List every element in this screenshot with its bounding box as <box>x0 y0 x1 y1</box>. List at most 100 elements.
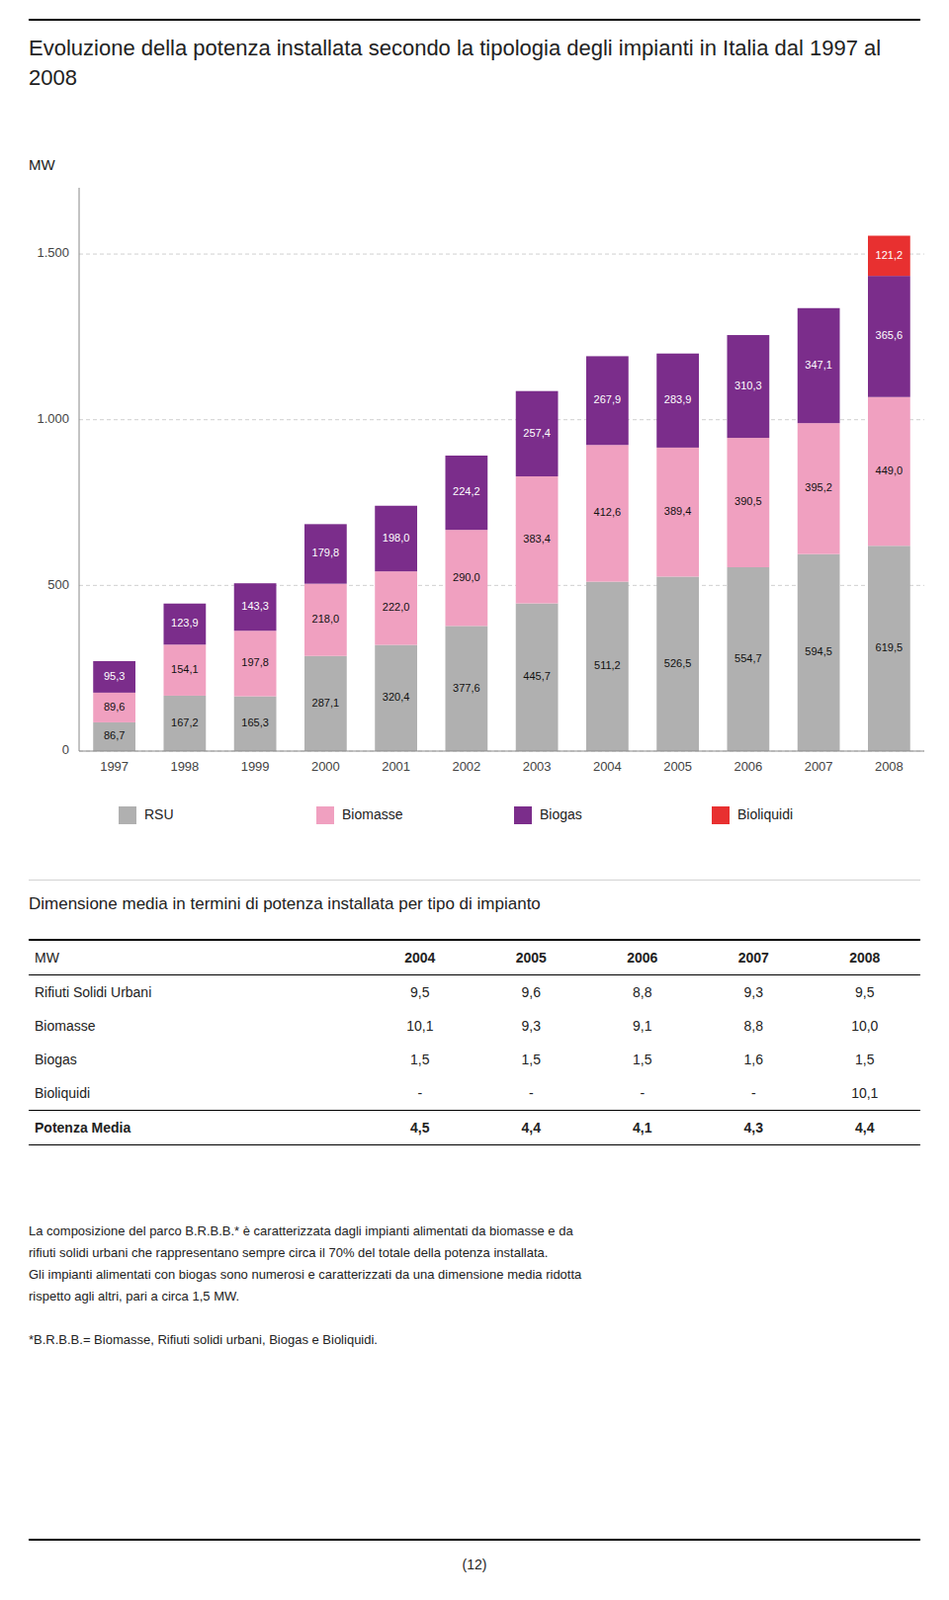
bar-segment <box>586 582 629 752</box>
table-cell: - <box>364 1076 476 1112</box>
bar-segment <box>164 603 207 604</box>
table-cell: Biogas <box>28 1042 365 1077</box>
x-tick-label: 2001 <box>381 759 411 775</box>
footnote-line: Gli impianti alimentati con biogas sono … <box>28 1264 921 1287</box>
footnotes: La composizione del parco B.R.B.B.* è ca… <box>28 1220 921 1352</box>
bar-segment <box>374 645 418 752</box>
data-label: 154,1 <box>171 663 199 676</box>
legend-label: Bioliquidi <box>737 806 793 823</box>
chart: MW05001.0001.50086,7167,2165,3287,1320,4… <box>0 148 949 861</box>
data-label: 222,0 <box>382 601 411 613</box>
table-body: Rifiuti Solidi Urbani9,59,68,89,39,5Biom… <box>28 975 921 1146</box>
data-label: 283,9 <box>664 393 692 406</box>
table-cell: 8,8 <box>587 975 698 1011</box>
data-label: 179,8 <box>312 546 341 559</box>
table-header-cell: 2006 <box>587 940 698 976</box>
table-cell: - <box>697 1076 809 1112</box>
table-row: Biogas1,51,51,51,61,5 <box>28 1042 921 1077</box>
x-tick-label: 2007 <box>804 759 834 775</box>
data-label: 594,5 <box>804 645 833 658</box>
bar-segment <box>164 644 207 696</box>
bar-segment <box>867 545 911 752</box>
grid-line <box>79 751 925 753</box>
table-header-cell: 2005 <box>475 940 587 976</box>
data-label: 95,3 <box>103 670 125 683</box>
table-header-row: MW20042005200620072008 <box>28 940 921 976</box>
data-label: 165,3 <box>241 716 269 729</box>
bottom-rule <box>28 1539 921 1542</box>
bar-segment <box>586 355 629 445</box>
data-label: 224,2 <box>452 485 481 498</box>
series-3 <box>867 236 911 277</box>
bar-segment <box>445 529 489 626</box>
legend-label: Biogas <box>539 806 583 823</box>
table-cell: 9,6 <box>475 975 587 1011</box>
table-cell: 4,3 <box>697 1111 809 1146</box>
data-labels: 86,7167,2165,3287,1320,4377,6445,7511,25… <box>103 249 903 743</box>
x-tick-label: 2002 <box>451 759 481 775</box>
bar-segment <box>92 722 136 752</box>
bar-segment <box>797 308 841 424</box>
bar-segment <box>374 505 418 507</box>
bar-segment <box>867 236 911 277</box>
table-cell: Bioliquidi <box>28 1076 365 1112</box>
y-axis-line <box>79 187 81 752</box>
legend-label: RSU <box>144 806 174 823</box>
table-title: Dimensione media in termini di potenza i… <box>28 894 921 915</box>
table-cell: 9,3 <box>697 975 809 1011</box>
table-row: Potenza Media4,54,44,14,34,4 <box>28 1111 921 1146</box>
bar-segment <box>304 656 347 752</box>
table-cell: 1,5 <box>364 1042 476 1077</box>
bar-segment <box>92 660 136 662</box>
data-label: 412,6 <box>594 506 622 518</box>
data-label: 347,1 <box>804 358 833 371</box>
data-label: 377,6 <box>452 682 481 694</box>
x-tick-label: 2008 <box>874 759 904 775</box>
table-cell: 1,5 <box>809 1042 922 1077</box>
title: Evoluzione della potenza installata seco… <box>28 33 899 93</box>
bar-segment <box>304 523 347 584</box>
table-cell: 10,1 <box>809 1076 922 1112</box>
data-label: 89,6 <box>103 700 125 713</box>
bar-segment <box>727 437 771 568</box>
table-cell: Rifiuti Solidi Urbani <box>28 975 365 1011</box>
table-cell: 10,0 <box>809 1009 922 1043</box>
data-label: 554,7 <box>734 652 763 665</box>
data-label: 267,9 <box>594 393 622 406</box>
series-1 <box>92 397 911 723</box>
footnote-line: *B.R.B.B.= Biomasse, Rifiuti solidi urba… <box>28 1329 921 1352</box>
x-tick-label: 2004 <box>593 759 622 775</box>
data-label: 143,3 <box>241 600 269 612</box>
bar-segment <box>727 335 771 337</box>
bar-segment <box>374 571 418 645</box>
bar-segment <box>586 444 629 582</box>
table-cell: Potenza Media <box>28 1111 365 1146</box>
data-label: 389,4 <box>664 505 692 518</box>
legend-swatch <box>711 806 730 825</box>
table-head: MW20042005200620072008 <box>28 940 921 976</box>
bar-segment <box>656 447 699 578</box>
bar-segment <box>516 476 559 604</box>
footnote-line: La composizione del parco B.R.B.B.* è ca… <box>28 1220 921 1243</box>
bar-segment <box>516 391 559 477</box>
x-tick-label: 1999 <box>241 759 270 775</box>
bar-segment <box>797 423 841 555</box>
data-label: 310,3 <box>734 379 763 392</box>
data-label: 290,0 <box>452 571 481 584</box>
x-axis-line <box>79 751 925 753</box>
bar-segment <box>656 576 699 752</box>
data-label: 197,8 <box>241 656 269 669</box>
divider <box>28 879 921 881</box>
bar-segment <box>164 695 207 752</box>
data-label: 383,4 <box>522 532 551 545</box>
series-0 <box>92 545 911 752</box>
data-label: 167,2 <box>171 716 199 729</box>
bar-segment <box>92 661 136 693</box>
data-label: 121,2 <box>875 249 904 261</box>
x-axis: 1997199819992000200120022003200420052006… <box>79 751 925 775</box>
bar-segment <box>92 692 136 723</box>
data-label: 257,4 <box>522 427 551 439</box>
data-label: 320,4 <box>382 690 411 703</box>
bar-segment <box>586 355 629 357</box>
top-rule <box>28 18 921 21</box>
